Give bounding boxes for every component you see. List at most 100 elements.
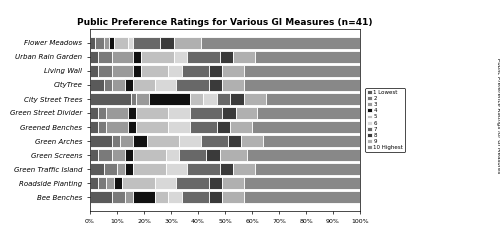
Bar [96,37,104,48]
Bar [104,163,117,175]
Bar [106,177,114,189]
Bar [90,177,98,189]
Bar [166,163,187,175]
Bar [112,51,133,63]
Bar [133,163,166,175]
Bar [155,79,176,91]
Bar [179,149,206,161]
Bar [222,177,244,189]
Bar [112,149,125,161]
Bar [125,79,133,91]
Bar [244,79,360,91]
Text: Public Preference Ratings for GI Measures: Public Preference Ratings for GI Measure… [496,58,500,173]
Bar [244,65,360,77]
Bar [90,121,98,133]
Bar [179,135,201,147]
Bar [209,65,222,77]
Bar [233,51,254,63]
Bar [90,79,104,91]
Bar [168,192,182,203]
Bar [98,65,112,77]
Bar [176,177,209,189]
Bar [112,135,120,147]
Bar [182,192,209,203]
Bar [125,163,133,175]
Bar [142,51,174,63]
Bar [217,121,230,133]
Bar [133,37,160,48]
Bar [90,149,98,161]
Bar [114,177,122,189]
Bar [190,121,217,133]
Bar [136,107,168,119]
Bar [142,65,169,77]
Bar [133,135,146,147]
Bar [120,135,133,147]
Bar [217,93,230,105]
Bar [112,65,133,77]
Bar [244,177,360,189]
Bar [109,37,114,48]
Bar [155,192,168,203]
Bar [90,93,130,105]
Bar [133,79,155,91]
Bar [222,192,244,203]
Bar [136,121,168,133]
Bar [90,65,98,77]
Bar [174,51,187,63]
Bar [230,121,252,133]
Bar [133,192,155,203]
Bar [98,121,106,133]
Bar [258,107,360,119]
Bar [190,93,203,105]
Bar [190,107,222,119]
Bar [150,93,190,105]
Bar [128,37,133,48]
Bar [90,107,98,119]
Bar [187,51,220,63]
Bar [176,79,209,91]
Bar [98,177,106,189]
Bar [106,107,128,119]
Bar [187,163,220,175]
Bar [168,65,182,77]
Bar [174,37,201,48]
Bar [233,163,254,175]
Bar [182,65,209,77]
Bar [160,37,173,48]
Bar [200,37,360,48]
Bar [155,177,176,189]
Bar [122,177,155,189]
Bar [90,192,112,203]
Bar [209,177,222,189]
Bar [98,149,112,161]
Bar [266,93,360,105]
Bar [133,65,141,77]
Bar [254,163,360,175]
Bar [90,51,98,63]
Bar [209,79,222,91]
Bar [228,135,241,147]
Bar [125,149,133,161]
Bar [244,192,360,203]
Bar [252,121,360,133]
Bar [220,149,246,161]
Bar [204,93,217,105]
Bar [146,135,179,147]
Bar [90,37,96,48]
Bar [106,121,128,133]
Bar [209,192,222,203]
Bar [206,149,220,161]
Bar [254,51,360,63]
Legend: 1 Lowest, 2, 3, 4, 5, 6, 7, 8, 9, 10 Highest: 1 Lowest, 2, 3, 4, 5, 6, 7, 8, 9, 10 Hig… [366,88,405,152]
Bar [222,107,236,119]
Bar [117,163,125,175]
Bar [166,149,179,161]
Bar [222,79,244,91]
Bar [263,135,360,147]
Bar [244,93,266,105]
Bar [130,93,136,105]
Bar [114,37,128,48]
Bar [246,149,360,161]
Bar [90,163,104,175]
